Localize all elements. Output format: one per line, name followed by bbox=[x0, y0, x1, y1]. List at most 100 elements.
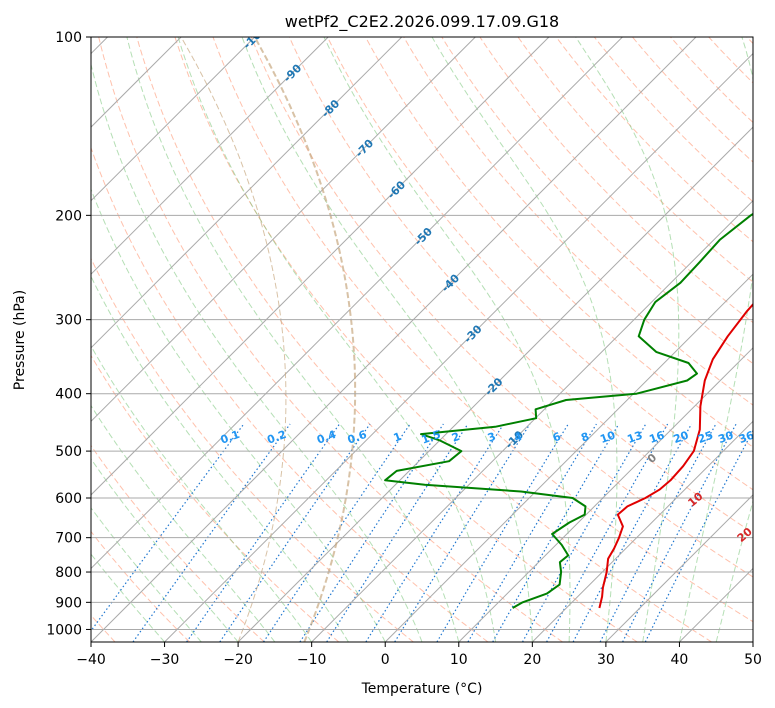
y-axis-title: Pressure (hPa) bbox=[12, 290, 28, 390]
mixing-ratio-label: 0.6 bbox=[346, 428, 369, 447]
isotherm-line bbox=[237, 126, 753, 642]
y-tick-label: 600 bbox=[55, 491, 82, 507]
dry-adiabat bbox=[517, 37, 753, 283]
moist-adiabat bbox=[91, 62, 423, 642]
y-tick-label: 100 bbox=[55, 30, 82, 46]
moist-adiabat bbox=[431, 37, 618, 642]
mixing-ratio-line bbox=[186, 423, 340, 642]
mixing-ratio-label: 3 bbox=[486, 430, 498, 445]
mixing-ratio-line bbox=[622, 423, 737, 642]
mixing-ratio-label: 0.1 bbox=[219, 428, 242, 447]
mixing-ratio-line bbox=[572, 423, 693, 642]
moist-adiabat bbox=[241, 37, 533, 642]
x-tick-label: 0 bbox=[381, 652, 390, 668]
isotherm-line bbox=[311, 199, 753, 642]
mixing-ratio-line bbox=[263, 423, 411, 642]
dry-adiabat bbox=[479, 37, 753, 324]
dry-adiabat bbox=[326, 37, 753, 491]
x-axis-title: Temperature (°C) bbox=[361, 681, 483, 697]
dry-adiabat bbox=[441, 37, 753, 365]
y-tick-label: 200 bbox=[55, 208, 82, 224]
isotherm-line bbox=[91, 37, 623, 570]
mixing-ratio-line bbox=[521, 423, 647, 642]
isotherm-line bbox=[531, 420, 753, 642]
y-tick-label: 1000 bbox=[46, 622, 82, 638]
mixing-ratio-label: 20 bbox=[672, 428, 691, 446]
isotherm-line bbox=[605, 494, 753, 642]
moist-adiabat bbox=[91, 345, 313, 642]
moist-adiabat bbox=[91, 507, 202, 642]
chart-title: wetPf2_C2E2.2026.099.17.09.G18 bbox=[285, 12, 559, 32]
dry-adiabat bbox=[632, 37, 753, 163]
x-tick-label: 30 bbox=[597, 652, 615, 668]
x-tick-label: 10 bbox=[450, 652, 468, 668]
mixing-ratio-line bbox=[467, 423, 597, 642]
mixing-ratio-line bbox=[644, 429, 753, 642]
mixing-ratio-label: 0.2 bbox=[265, 428, 288, 447]
mixing-ratio-line bbox=[365, 423, 505, 642]
x-tick-label: −40 bbox=[76, 652, 106, 668]
y-tick-label: 800 bbox=[55, 565, 82, 581]
x-tick-label: −10 bbox=[297, 652, 327, 668]
x-tick-label: 20 bbox=[523, 652, 541, 668]
mixing-ratio-label: 2 bbox=[450, 430, 462, 445]
mixing-ratio-label: 36 bbox=[737, 428, 756, 446]
x-tick-label: −20 bbox=[223, 652, 253, 668]
x-tick-label: 40 bbox=[671, 652, 689, 668]
dry-adiabat bbox=[365, 37, 753, 448]
isotherm-line bbox=[91, 37, 476, 423]
thermo-background-lines bbox=[91, 37, 753, 642]
isotherm-line bbox=[164, 52, 753, 642]
y-tick-label: 300 bbox=[55, 313, 82, 329]
y-tick-label: 400 bbox=[55, 387, 82, 403]
moist-adiabat bbox=[678, 37, 753, 642]
isotherm-line bbox=[91, 37, 329, 275]
isotherm-line bbox=[91, 37, 697, 642]
dry-adiabat bbox=[288, 37, 753, 534]
mixing-ratio-line bbox=[132, 423, 291, 642]
mixing-ratio-line bbox=[436, 423, 569, 642]
moist-adiabat bbox=[91, 553, 165, 642]
dry-adiabat bbox=[91, 530, 190, 642]
isotherm-line bbox=[91, 37, 256, 202]
isotherm-line bbox=[91, 37, 403, 349]
axes: −40 −30 −20 −10 0 10 20 30 40 50 1000 900 800 700 600 5… bbox=[46, 30, 762, 668]
dry-adiabat bbox=[403, 37, 753, 406]
moist-adiabat bbox=[91, 404, 276, 642]
sounding-profiles bbox=[384, 212, 753, 609]
dry-adiabat bbox=[136, 37, 638, 642]
mixing-ratio-line bbox=[546, 423, 669, 642]
plot-frame bbox=[90, 36, 754, 643]
x-tick-label: −30 bbox=[150, 652, 180, 668]
mixing-ratio-label: 16 bbox=[647, 428, 666, 446]
mixing-ratio-label: 13 bbox=[625, 429, 644, 446]
mixing-ratio-label: 10 bbox=[598, 428, 617, 446]
mixing-ratio-line bbox=[599, 423, 717, 642]
dry-adiabat bbox=[174, 37, 712, 642]
mixing-ratio-line bbox=[219, 423, 371, 642]
mixing-ratio-label: 25 bbox=[696, 429, 715, 446]
mixing-ratio-label: 6 bbox=[551, 430, 563, 445]
mixing-ratio-label: 4 bbox=[512, 430, 524, 445]
moist-adiabat bbox=[323, 37, 571, 642]
dewpoint-profile-line bbox=[384, 212, 753, 609]
moist-adiabat bbox=[91, 457, 239, 642]
dry-adiabat bbox=[250, 37, 753, 578]
dry-adiabat bbox=[593, 37, 753, 203]
moist-adiabat bbox=[91, 188, 386, 642]
isotherm-line bbox=[91, 37, 550, 496]
temperature-profile-line bbox=[598, 302, 753, 609]
y-tick-label: 500 bbox=[55, 444, 82, 460]
moist-adiabat bbox=[575, 37, 680, 642]
pressure-gridlines bbox=[91, 37, 753, 630]
dry-adiabat bbox=[98, 37, 563, 642]
isotherm-line bbox=[384, 273, 753, 642]
mixing-ratio-label: 0.4 bbox=[315, 428, 338, 447]
moist-adiabat bbox=[126, 37, 460, 642]
dry-adiabat bbox=[555, 37, 753, 243]
moist-adiabat-label: 20 bbox=[735, 525, 755, 545]
y-tick-label: 700 bbox=[55, 531, 82, 547]
mixing-ratio-label: 1.5 bbox=[420, 428, 443, 447]
